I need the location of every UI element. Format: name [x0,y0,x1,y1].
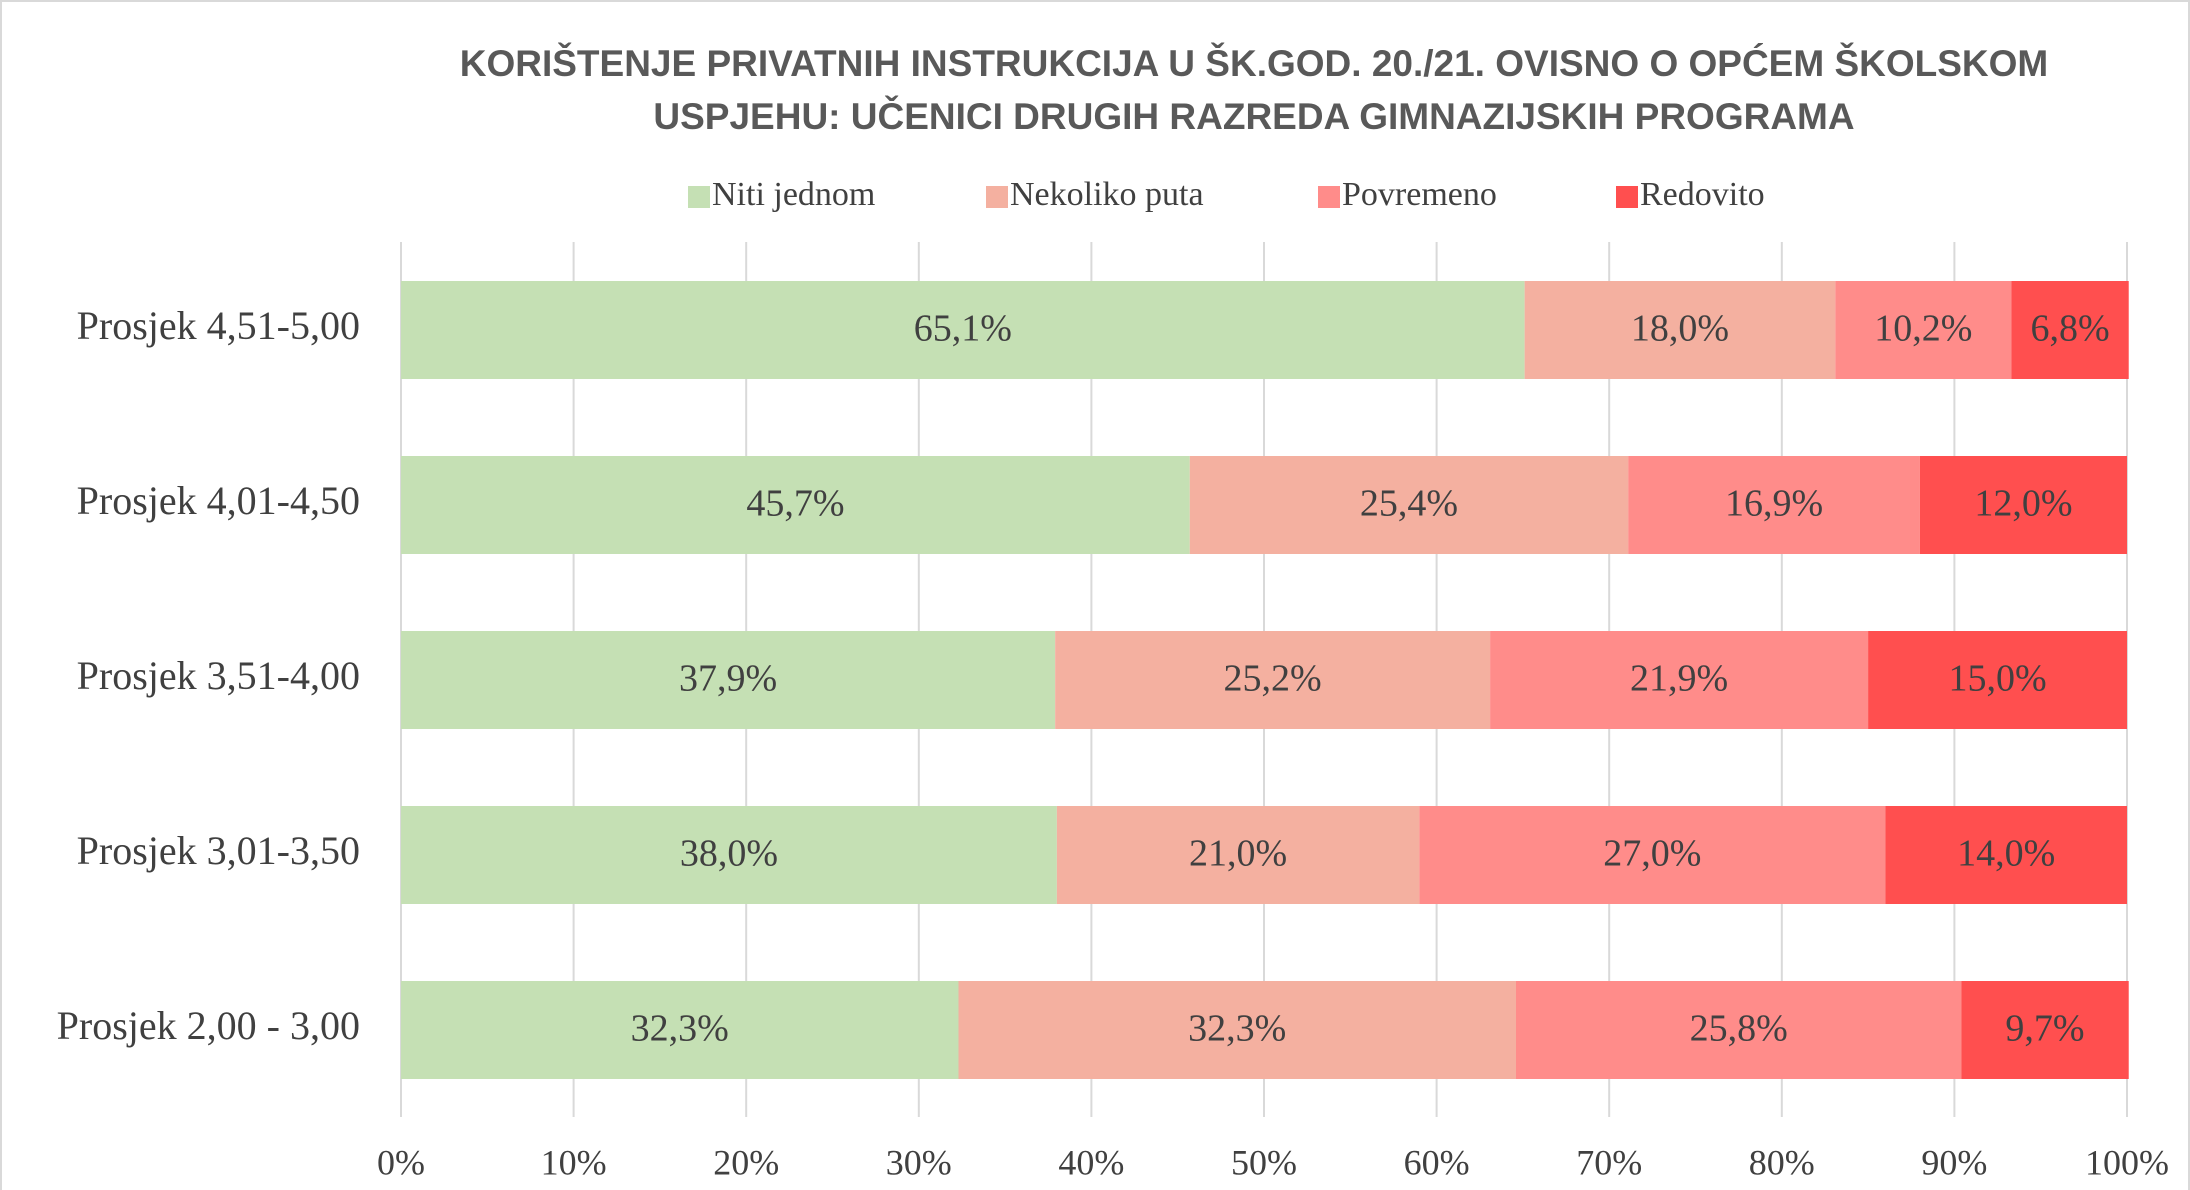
bar-segment [1055,631,1491,729]
bar-segment [958,981,1516,1079]
legend-label: Nekoliko puta [1010,176,1204,213]
x-tick-label: 20% [713,1142,779,1182]
data-label: 21,0% [1189,833,1287,875]
bar-segment [1515,981,1962,1079]
x-tick-label: 50% [1231,1142,1297,1182]
y-tick-label: Prosjek 4,51-5,00 [77,303,360,348]
data-label: 32,3% [631,1008,729,1050]
y-tick-label: Prosjek 2,00 - 3,00 [57,1003,360,1048]
bar-segment [401,631,1056,729]
data-label: 25,2% [1224,658,1322,700]
y-tick-label: Prosjek 3,51-4,00 [77,653,360,698]
data-label: 65,1% [914,308,1012,350]
legend-label: Redovito [1640,176,1765,213]
legend-swatch [1318,186,1340,208]
data-label: 27,0% [1603,833,1701,875]
bar-segment [1056,806,1420,904]
bar-segment [401,456,1190,554]
bar-segment [1628,456,1920,554]
chart-title: USPJEHU: UČENICI DRUGIH RAZREDA GIMNAZIJ… [653,95,1854,137]
bar-segment [1835,281,2012,379]
legend-swatch [1616,186,1638,208]
x-tick-label: 100% [2085,1142,2169,1182]
bar-segment [401,281,1525,379]
x-tick-label: 60% [1404,1142,1470,1182]
x-tick-label: 10% [541,1142,607,1182]
bar-segment [1961,981,2129,1079]
y-tick-label: Prosjek 3,01-3,50 [77,828,360,873]
data-label: 18,0% [1631,308,1729,350]
legend-label: Povremeno [1342,176,1497,213]
data-label: 32,3% [1188,1008,1286,1050]
data-label: 14,0% [1957,833,2055,875]
x-tick-label: 40% [1058,1142,1124,1182]
legend-swatch [986,186,1008,208]
data-label: 45,7% [746,483,844,525]
x-tick-label: 30% [886,1142,952,1182]
legend-label: Niti jednom [712,176,875,213]
data-label: 16,9% [1725,483,1823,525]
data-label: 38,0% [680,833,778,875]
bar-segment [1490,631,1869,729]
data-label: 12,0% [1974,483,2072,525]
bar-segment [1868,631,2127,729]
x-tick-label: 90% [1921,1142,1987,1182]
bar-segment [1189,456,1629,554]
bar-segment [401,981,959,1079]
legend-swatch [688,186,710,208]
data-label: 37,9% [679,658,777,700]
data-label: 15,0% [1948,658,2046,700]
data-label: 6,8% [2030,308,2109,350]
data-label: 21,9% [1630,658,1728,700]
bar-segment [1419,806,1886,904]
chart-title: KORIŠTENJE PRIVATNIH INSTRUKCIJA U ŠK.GO… [460,42,2049,84]
data-label: 10,2% [1874,308,1972,350]
x-tick-label: 0% [377,1142,425,1182]
data-label: 25,8% [1690,1008,1788,1050]
x-tick-label: 70% [1576,1142,1642,1182]
data-label: 9,7% [2005,1008,2084,1050]
bar-segment [2011,281,2129,379]
bar-segment [1919,456,2127,554]
x-tick-label: 80% [1749,1142,1815,1182]
bar-segment [401,806,1057,904]
bar-segment [1524,281,1836,379]
y-tick-label: Prosjek 4,01-4,50 [77,478,360,523]
data-label: 25,4% [1360,483,1458,525]
bar-segment [1885,806,2127,904]
